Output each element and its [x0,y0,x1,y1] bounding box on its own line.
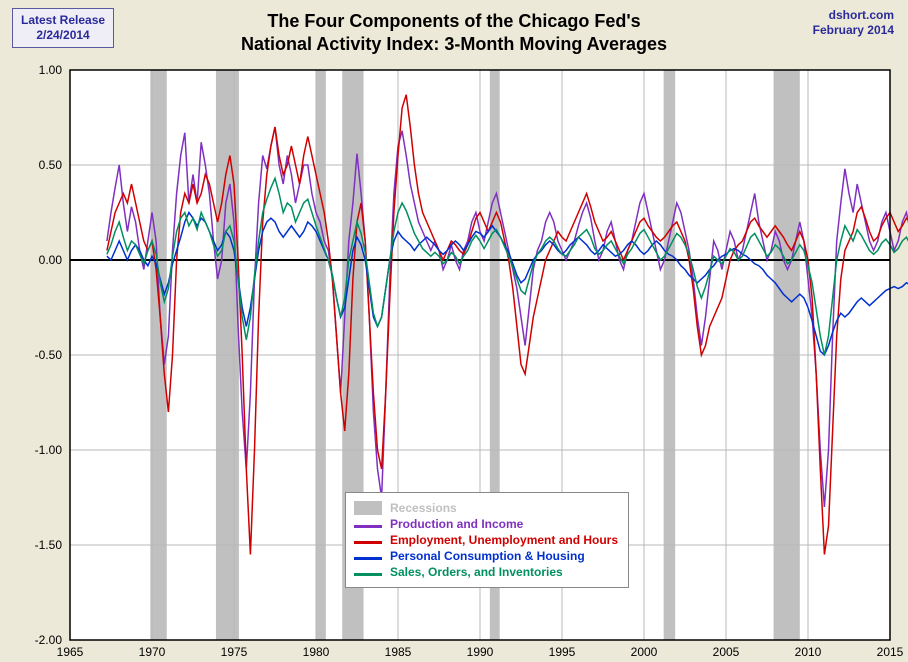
title-line1: The Four Components of the Chicago Fed's [267,11,640,31]
y-tick-label: -2.00 [35,633,63,647]
legend-box: Recessions Production and Income Employmen… [345,492,629,588]
x-tick-label: 1980 [303,645,330,659]
legend-item: Employment, Unemployment and Hours [354,533,618,547]
y-tick-label: -0.50 [35,348,63,362]
x-tick-label: 1965 [57,645,84,659]
legend-label: Employment, Unemployment and Hours [390,533,618,547]
legend-label: Recessions [390,501,457,515]
legend-swatch [354,541,382,544]
y-tick-label: -1.50 [35,538,63,552]
x-tick-label: 2005 [713,645,740,659]
legend-item: Personal Consumption & Housing [354,549,618,563]
y-tick-label: 0.50 [39,158,63,172]
x-tick-label: 1975 [221,645,248,659]
x-tick-label: 2000 [631,645,658,659]
legend-item: Production and Income [354,517,618,531]
chart-title: The Four Components of the Chicago Fed's… [0,10,908,55]
legend-label: Production and Income [390,517,523,531]
legend-swatch [354,501,382,515]
title-line2: National Activity Index: 3-Month Moving … [241,34,667,54]
legend-swatch [354,557,382,560]
x-tick-label: 1985 [385,645,412,659]
x-tick-label: 1990 [467,645,494,659]
legend-item: Sales, Orders, and Inventories [354,565,618,579]
x-tick-label: 2010 [795,645,822,659]
legend-label: Sales, Orders, and Inventories [390,565,563,579]
x-tick-label: 1970 [139,645,166,659]
x-tick-label: 1995 [549,645,576,659]
x-tick-label: 2015 [877,645,904,659]
legend-swatch [354,525,382,528]
legend-item: Recessions [354,501,618,515]
y-tick-label: 0.00 [39,253,63,267]
legend-swatch [354,573,382,576]
legend-label: Personal Consumption & Housing [390,549,585,563]
y-tick-label: 1.00 [39,63,63,77]
y-tick-label: -1.00 [35,443,63,457]
